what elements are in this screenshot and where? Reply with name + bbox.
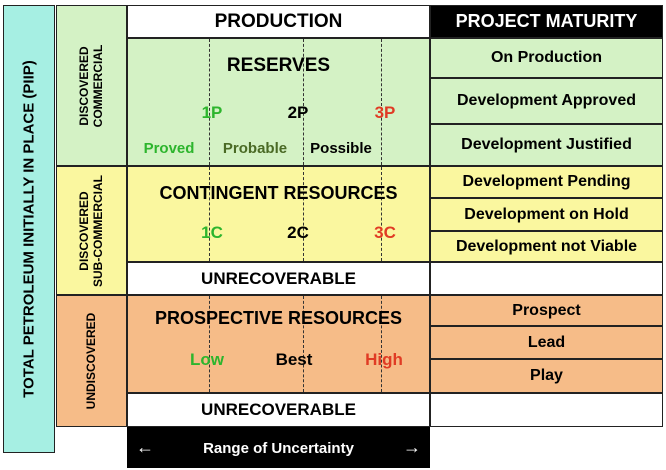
project-maturity-header-text: PROJECT MATURITY	[455, 11, 638, 31]
maturity-development-on-hold: Development on Hold	[430, 198, 663, 231]
maturity-prospect: Prospect	[430, 295, 663, 326]
production-header: PRODUCTION	[127, 5, 430, 38]
undiscovered-label-box: UNDISCOVERED	[56, 295, 127, 427]
maturity-development-not-viable: Development not Viable	[430, 231, 663, 262]
range-of-uncertainty-label: Range of Uncertainty	[203, 440, 354, 457]
maturity-on-production-text: On Production	[490, 49, 603, 66]
maturity-development-pending-text: Development Pending	[462, 173, 631, 190]
total-piip-label: TOTAL PETROLEUM INITIALLY IN PLACE (PIIP…	[20, 60, 38, 398]
unrecoverable-discovered-text: UNRECOVERABLE	[201, 268, 356, 288]
maturity-development-justified: Development Justified	[430, 124, 663, 166]
unrecoverable-undiscovered-text: UNRECOVERABLE	[201, 400, 356, 419]
level-1c: 1C	[201, 223, 223, 242]
discovered-subcommercial-label-box: DISCOVERED SUB-COMMERCIAL	[56, 166, 127, 295]
project-maturity-header: PROJECT MATURITY	[430, 5, 663, 38]
production-header-text: PRODUCTION	[214, 10, 343, 32]
maturity-development-approved: Development Approved	[430, 78, 663, 124]
level-3p: 3P	[374, 103, 396, 122]
maturity-empty-cell	[430, 393, 663, 427]
arrow-right-icon: →	[403, 437, 421, 457]
estimate-high: High	[365, 350, 403, 369]
maturity-prospect-text: Prospect	[512, 301, 581, 319]
maturity-empty-cell	[430, 262, 663, 295]
prospective-resources-panel: PROSPECTIVE RESOURCES Low Best High	[127, 295, 430, 393]
undiscovered-label: UNDISCOVERED	[83, 312, 98, 410]
divider-line	[381, 296, 382, 392]
divider-line	[381, 39, 382, 165]
maturity-development-approved-text: Development Approved	[457, 92, 636, 109]
class-proved: Proved	[143, 140, 195, 157]
unrecoverable-undiscovered: UNRECOVERABLE	[127, 393, 430, 427]
divider-line	[209, 167, 210, 261]
estimate-low: Low	[190, 350, 224, 369]
contingent-resources-title: CONTINGENT RESOURCES	[159, 183, 398, 203]
divider-line	[303, 39, 304, 165]
maturity-development-pending: Development Pending	[430, 166, 663, 198]
divider-line	[381, 167, 382, 261]
maturity-lead-text: Lead	[527, 333, 566, 351]
estimate-best: Best	[275, 350, 313, 369]
level-2p: 2P	[287, 103, 309, 122]
maturity-play: Play	[430, 359, 663, 393]
discovered-commercial-label-box: DISCOVERED COMMERCIAL	[56, 5, 127, 166]
divider-line	[209, 296, 210, 392]
level-2c: 2C	[287, 223, 309, 242]
maturity-play-text: Play	[530, 367, 563, 384]
divider-line	[209, 39, 210, 165]
unrecoverable-discovered: UNRECOVERABLE	[127, 262, 430, 295]
discovered-subcommercial-label: DISCOVERED SUB-COMMERCIAL	[76, 174, 105, 287]
maturity-development-not-viable-text: Development not Viable	[455, 237, 638, 255]
maturity-lead: Lead	[430, 326, 663, 359]
reserves-panel: RESERVES 1P 2P 3P Proved Probable Possib…	[127, 38, 430, 166]
total-piip-bar: TOTAL PETROLEUM INITIALLY IN PLACE (PIIP…	[3, 5, 55, 453]
class-probable: Probable	[222, 140, 288, 157]
level-3c: 3C	[374, 223, 396, 242]
class-possible: Possible	[310, 140, 372, 157]
arrow-left-icon: ←	[136, 437, 154, 457]
reserves-title: RESERVES	[226, 55, 331, 76]
range-of-uncertainty-bar: ← Range of Uncertainty →	[127, 427, 430, 468]
divider-line	[303, 167, 304, 261]
maturity-development-justified-text: Development Justified	[461, 136, 632, 153]
level-1p: 1P	[201, 103, 223, 122]
contingent-resources-panel: CONTINGENT RESOURCES 1C 2C 3C	[127, 166, 430, 262]
prospective-resources-title: PROSPECTIVE RESOURCES	[154, 308, 403, 328]
divider-line	[303, 296, 304, 392]
maturity-on-production: On Production	[430, 38, 663, 78]
discovered-commercial-label: DISCOVERED COMMERCIAL	[76, 44, 105, 127]
maturity-development-on-hold-text: Development on Hold	[464, 205, 629, 223]
